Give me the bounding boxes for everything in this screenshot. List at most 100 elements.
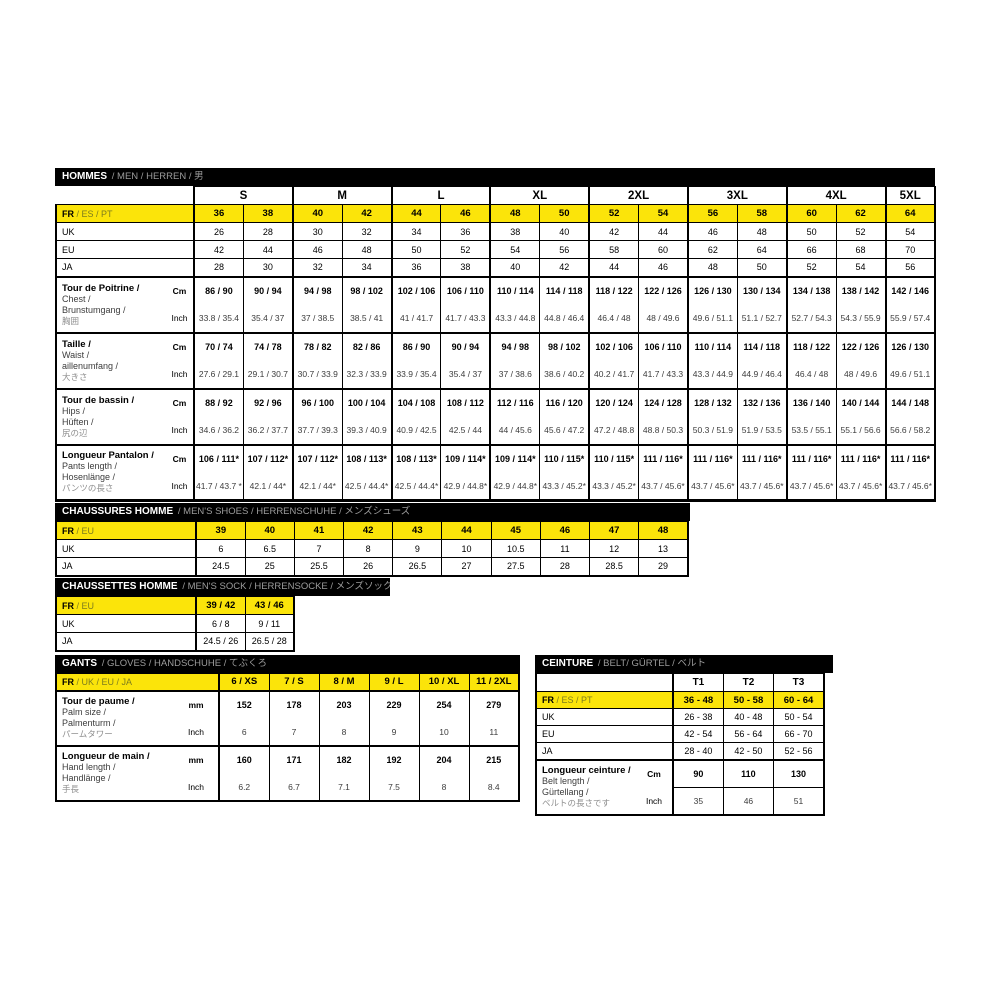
men-waist-inch-value: 41.7 / 43.3 (638, 360, 689, 389)
men-hips-line-0: Tour de bassin / (62, 394, 135, 406)
men-waist-cm-value: 126 / 130 (884, 331, 936, 361)
men-pants-length-inch-value: 42.5 / 44.4* (390, 472, 442, 502)
men-chest-cm-value: 106 / 110 (440, 275, 491, 305)
men-hips-cm-value: 132 / 136 (736, 387, 788, 417)
belt-t-header-T2: T2 (722, 673, 775, 692)
shoes-fr-value: 48 (638, 521, 689, 540)
men-waist-inch-value: 29.1 / 30.7 (242, 360, 294, 389)
men-ja-value: 56 (884, 258, 936, 277)
men-hips-inch-value: 36.2 / 37.7 (242, 416, 294, 445)
men-pants-length-cm-value: 111 / 116* (638, 443, 689, 473)
shoes-ja-value: 29 (638, 557, 689, 577)
men-pants-length-inch-value: 42.1 / 44* (242, 472, 294, 502)
men-chest-cm-value: 102 / 106 (390, 275, 442, 305)
men-ja-value: 28 (192, 258, 244, 277)
shoes-uk-value: 11 (539, 539, 591, 558)
socks-table-title: CHAUSSETTES HOMME / MEN'S SOCK / HERRENS… (55, 578, 390, 596)
men-hips-cm-value: 116 / 120 (539, 387, 590, 417)
men-hips-cm-value: 100 / 104 (341, 387, 393, 417)
men-chest-inch-value: 46.4 / 48 (588, 304, 640, 333)
belt-fr-label-fr: FR (542, 695, 554, 705)
belt-belt-length-line-2: Gürtellang / (542, 787, 589, 797)
men-uk-value: 52 (835, 222, 887, 241)
shoes-ja-value: 28 (539, 557, 591, 577)
men-waist-inch-value: 48 / 49.6 (835, 360, 887, 389)
shoes-uk-label: UK (55, 539, 197, 558)
men-chest-inch-value: 38.5 / 41 (341, 304, 393, 333)
gloves-palm-size-mm-value: 152 (218, 689, 270, 719)
shoes-uk-value: 8 (343, 539, 394, 558)
mens-socks-table: CHAUSSETTES HOMME / MEN'S SOCK / HERRENS… (55, 578, 390, 652)
socks-title-secondary: / MEN'S SOCK / HERRENSOCKE / メンズソックス (182, 581, 390, 592)
gloves-palm-size-inch-value: 11 (468, 718, 521, 746)
men-eu-value: 56 (539, 240, 590, 259)
men-chest-cm-value: 126 / 130 (686, 275, 738, 305)
men-eu-value: 52 (440, 240, 491, 259)
men-fr-value: 42 (341, 204, 393, 223)
shoes-fr-value: 45 (490, 521, 541, 540)
men-eu-value: 42 (192, 240, 244, 259)
belt-fr-label: FR / ES / PT (535, 691, 674, 709)
men-fr-label-rest: / ES / PT (74, 208, 113, 219)
men-chest-inch-value: 33.8 / 35.4 (192, 304, 244, 333)
shoes-title-secondary: / MEN'S SHOES / HERRENSCHUHE / メンズシューズ (177, 506, 411, 517)
men-waist-inch-value: 49.6 / 51.1 (884, 360, 936, 389)
belt-ja-value: 42 - 50 (722, 742, 775, 760)
men-size-grid: S M L XL 2XL 3XL 4XL 5XL FR / ES / PT 36 38 40 42 44 4… (55, 186, 936, 502)
men-chest-cm-value: 90 / 94 (242, 275, 294, 305)
shoes-title-primary: CHAUSSURES HOMME (62, 506, 174, 517)
gloves-palm-size-label: Tour de paume / Palm size / Palmenturm / パー… (55, 689, 174, 746)
men-hips-inch-value: 37.7 / 39.3 (291, 416, 343, 445)
belt-belt-length-cm-value: 110 (722, 758, 775, 788)
gloves-palm-size-mm-value: 254 (418, 689, 470, 719)
belt-uk-value: 50 - 54 (773, 708, 825, 726)
gloves-size-header: 7 / S (268, 673, 320, 691)
men-size-group-2XL: 2XL (588, 186, 689, 205)
shoes-fr-value: 43 (392, 521, 443, 540)
men-hips-cm-value: 108 / 112 (440, 387, 491, 417)
men-size-group-XL: XL (489, 186, 590, 205)
gloves-palm-size-line-0: Tour de paume / (62, 696, 135, 707)
gloves-hand-length-unit-mm: mm (174, 744, 220, 774)
men-ja-value: 42 (539, 258, 590, 277)
socks-uk-value: 6 / 8 (195, 614, 246, 633)
men-chest-line-0: Tour de Poitrine / (62, 282, 140, 294)
belt-eu-value: 56 - 64 (722, 725, 775, 743)
men-chest-cm-value: 114 / 118 (539, 275, 590, 305)
men-chest-cm-value: 98 / 102 (341, 275, 393, 305)
gloves-size-header: 10 / XL (418, 673, 470, 691)
men-pants-length-unit-cm: Cm (166, 443, 195, 473)
men-pants-length-cm-value: 111 / 116* (686, 443, 738, 473)
belt-t-spacer (535, 673, 674, 692)
men-pants-length-inch-value: 43.3 / 45.2* (588, 472, 640, 502)
shoes-table-title: CHAUSSURES HOMME / MEN'S SHOES / HERRENS… (55, 503, 690, 521)
gloves-hand-length-unit-inch: Inch (174, 773, 220, 802)
gloves-hand-length-inch-value: 6.7 (268, 773, 320, 802)
men-hips-cm-value: 88 / 92 (192, 387, 244, 417)
men-title-secondary: / MEN / HERREN / 男 (111, 171, 204, 182)
men-pants-length-inch-value: 43.7 / 45.6* (686, 472, 738, 502)
men-fr-value: 58 (736, 204, 788, 223)
men-size-group-4XL: 4XL (785, 186, 886, 205)
men-chest-inch-value: 43.3 / 44.8 (489, 304, 541, 333)
men-ja-value: 50 (736, 258, 788, 277)
men-chest-inch-value: 52.7 / 54.3 (785, 304, 837, 333)
socks-uk-label: UK (55, 614, 197, 633)
gloves-palm-size-mm-value: 178 (268, 689, 320, 719)
belt-title-secondary: / BELT/ GÜRTEL / ベルト (597, 658, 706, 669)
gloves-hand-length-mm-value: 215 (468, 744, 521, 774)
socks-fr-value: 43 / 46 (244, 596, 295, 615)
belt-table: CEINTURE / BELT/ GÜRTEL / ベルト T1 T2 T3 FR /… (535, 655, 833, 816)
belt-fr-value: 50 - 58 (722, 691, 775, 709)
mens-shoes-table: CHAUSSURES HOMME / MEN'S SHOES / HERRENS… (55, 503, 690, 577)
gloves-hand-length-inch-value: 8.4 (468, 773, 521, 802)
belt-belt-length-line-0: Longueur ceinture / (542, 765, 631, 776)
men-fr-label-fr: FR (62, 208, 74, 219)
men-title-primary: HOMMES (62, 171, 107, 182)
men-uk-value: 26 (192, 222, 244, 241)
men-waist-inch-value: 37 / 38.6 (489, 360, 541, 389)
men-chest-cm-value: 142 / 146 (884, 275, 936, 305)
shoes-ja-value: 25 (244, 557, 295, 577)
men-waist-cm-value: 90 / 94 (440, 331, 491, 361)
men-uk-value: 46 (686, 222, 738, 241)
